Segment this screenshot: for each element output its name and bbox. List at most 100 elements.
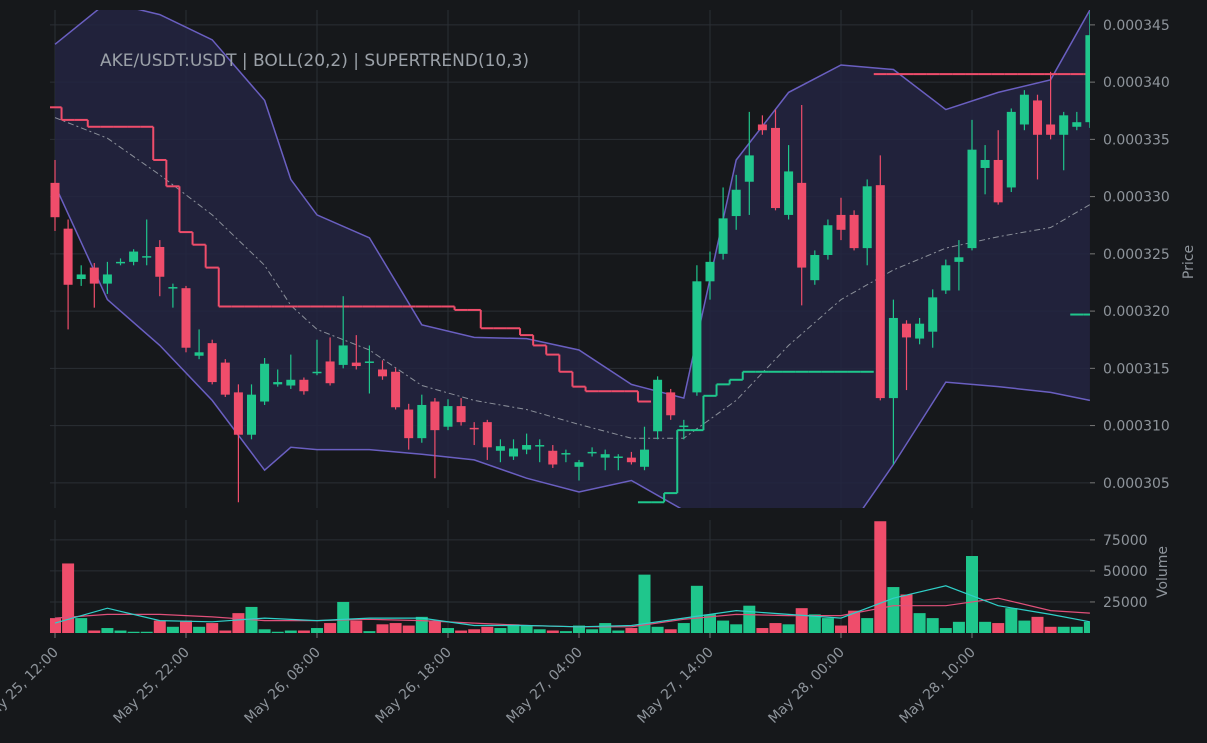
- candle-body: [548, 450, 558, 465]
- volume-bar: [926, 618, 939, 633]
- candle-body: [875, 185, 885, 399]
- volume-bar: [677, 623, 690, 633]
- volume-bar: [664, 629, 677, 633]
- volume-bar: [1057, 626, 1070, 633]
- chart-title: AKE/USDT:USDT | BOLL(20,2) | SUPERTREND(…: [100, 51, 529, 71]
- candle-body: [102, 274, 112, 284]
- candle-body: [482, 422, 492, 448]
- volume-bar: [1018, 620, 1031, 633]
- volume-bar: [533, 629, 546, 633]
- volume-bar: [324, 623, 337, 633]
- volume-bar: [612, 630, 625, 633]
- volume-bars: [50, 521, 1090, 633]
- candle-body: [273, 382, 283, 385]
- candle-body: [718, 218, 728, 254]
- volume-bar: [546, 630, 559, 633]
- candle-body: [509, 448, 518, 457]
- band-fill: [55, 10, 1090, 508]
- candle-body: [535, 445, 545, 447]
- candle-body: [247, 394, 256, 435]
- volume-bar: [206, 623, 219, 633]
- volume-bar: [402, 625, 415, 633]
- volume-bar: [520, 625, 533, 633]
- price-overlays: [50, 10, 1090, 508]
- candle-body: [351, 362, 361, 367]
- y-tick-label: 0.000330: [1103, 190, 1170, 206]
- candle-body: [89, 267, 99, 284]
- candle-body: [797, 182, 807, 268]
- candle-body: [129, 251, 139, 262]
- y-tick-label: 0.000335: [1103, 132, 1170, 148]
- volume-bar: [114, 630, 127, 633]
- volume-bar: [756, 628, 769, 633]
- volume-bar: [219, 630, 232, 633]
- volume-bar: [599, 623, 612, 633]
- candle-body: [954, 257, 964, 262]
- candle-body: [692, 281, 702, 393]
- candle-body: [495, 446, 505, 451]
- volume-bar: [730, 624, 743, 633]
- volume-bar: [507, 624, 520, 633]
- y-tick-label: 0.000340: [1103, 75, 1170, 91]
- volume-bar: [101, 628, 114, 633]
- volume-bar: [258, 629, 271, 633]
- bollinger-upper: [54, 10, 1090, 400]
- volume-bar: [442, 628, 454, 633]
- candle-body: [744, 155, 754, 182]
- volume-bar: [848, 610, 861, 633]
- volume-bar: [887, 587, 900, 633]
- volume-bar: [769, 623, 782, 633]
- volume-bar: [1005, 608, 1018, 633]
- candle-body: [260, 363, 270, 402]
- volume-bar: [428, 620, 441, 633]
- volume-bar: [180, 620, 192, 633]
- volume-bar: [494, 628, 507, 633]
- volume-bar: [651, 626, 664, 633]
- candle-body: [391, 371, 401, 408]
- candle-body: [810, 254, 820, 281]
- volume-bar: [284, 630, 297, 633]
- volume-bar: [1070, 626, 1083, 633]
- candle-body: [980, 159, 990, 168]
- candle-body: [522, 445, 532, 450]
- volume-bar: [271, 631, 284, 633]
- candle-body: [757, 124, 767, 131]
- candle-body: [1072, 122, 1082, 127]
- candle-body: [1033, 100, 1042, 135]
- candle-body: [600, 454, 610, 458]
- candle-body: [613, 456, 623, 458]
- volume-ma-fast: [54, 585, 1090, 628]
- volume-bar: [153, 620, 166, 633]
- candle-body: [915, 323, 925, 339]
- volume-bar: [821, 618, 834, 633]
- volume-bar: [782, 624, 795, 633]
- candle-body: [836, 214, 846, 230]
- candle-body: [653, 379, 663, 432]
- volume-bar: [625, 628, 638, 633]
- volume-bar: [808, 614, 821, 633]
- candle-body: [784, 171, 794, 215]
- volume-bar: [690, 585, 703, 633]
- y-axis-label: Volume: [1155, 546, 1171, 598]
- candle-body: [181, 288, 191, 348]
- y-tick-label: 0.000325: [1103, 247, 1170, 263]
- volume-bar: [874, 521, 887, 633]
- volume-bar: [717, 620, 730, 633]
- candle-body: [430, 401, 440, 431]
- candle-body: [888, 317, 898, 399]
- candle-body: [364, 361, 374, 363]
- y-tick-label: 0.000305: [1103, 476, 1170, 492]
- y-tick-label: 25000: [1103, 595, 1148, 611]
- candle-body: [116, 261, 125, 264]
- candle-body: [76, 274, 86, 280]
- candle-body: [679, 425, 689, 428]
- y-tick-label: 0.000315: [1103, 361, 1170, 377]
- candle-body: [207, 343, 217, 383]
- candle-body: [1085, 35, 1090, 123]
- candles: [50, 12, 1090, 503]
- volume-bar: [573, 625, 585, 633]
- volume-bar: [835, 625, 847, 633]
- volume-bar: [481, 626, 494, 633]
- candle-body: [417, 404, 427, 439]
